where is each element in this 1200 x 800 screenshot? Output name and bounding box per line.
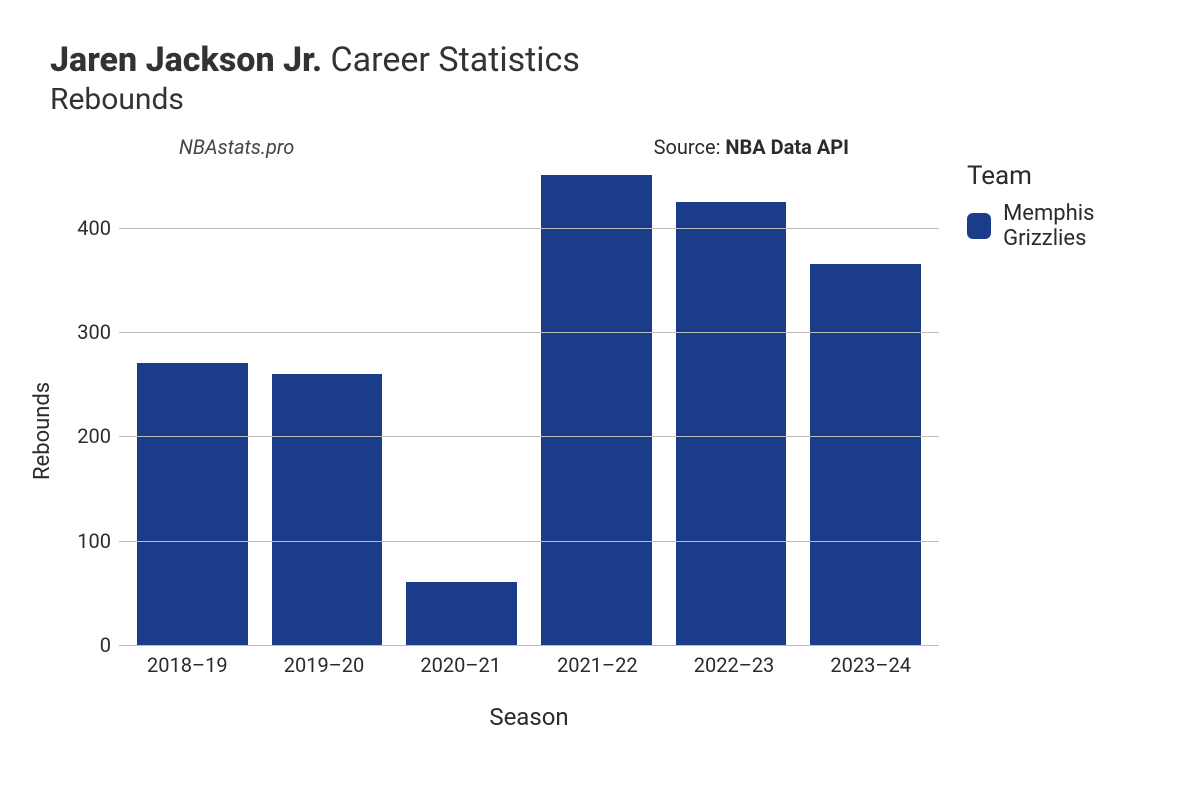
bar [541, 175, 651, 645]
source-text: Source: NBA Data API [654, 135, 849, 159]
title-block: Jaren Jackson Jr. Career Statistics Rebo… [50, 40, 1170, 117]
bar [810, 264, 920, 645]
y-tick-label: 100 [77, 529, 111, 553]
x-tick-label: 2022–23 [666, 653, 803, 677]
plot-outer: NBAstats.pro Source: NBA Data API 0 100 20… [63, 131, 939, 731]
y-tick-label: 400 [77, 216, 111, 240]
chart-row: Rebounds NBAstats.pro Source: NBA Data A… [30, 131, 1170, 731]
grid-line [119, 645, 939, 646]
grid-line [119, 541, 939, 542]
legend-swatch [967, 213, 991, 239]
bars-layer [119, 165, 939, 645]
bar-slot [798, 165, 933, 645]
bar-slot [529, 165, 664, 645]
x-tick-label: 2023–24 [802, 653, 939, 677]
legend-item: Memphis Grizzlies [967, 201, 1170, 251]
bar [137, 363, 247, 645]
bar-slot [394, 165, 529, 645]
plot-area [119, 165, 939, 645]
x-tick-label: 2019–20 [256, 653, 393, 677]
bar-slot [125, 165, 260, 645]
grid-line [119, 228, 939, 229]
grid-line [119, 332, 939, 333]
x-tick-row: 2018–192019–202020–212021–222022–232023–… [119, 653, 939, 677]
chart-container: Jaren Jackson Jr. Career Statistics Rebo… [0, 0, 1200, 800]
y-axis-label: Rebounds [30, 191, 55, 671]
y-tick-label: 0 [100, 633, 111, 657]
title-suffix: Career Statistics [322, 40, 580, 80]
legend: Team Memphis Grizzlies [967, 161, 1170, 251]
legend-items: Memphis Grizzlies [967, 201, 1170, 251]
plot-row: 0100200300400 [63, 165, 939, 645]
x-tick-label: 2020–21 [392, 653, 529, 677]
watermark-text: NBAstats.pro [179, 135, 294, 159]
chart-subtitle: Rebounds [50, 82, 1170, 117]
bar [406, 582, 516, 645]
bar-slot [664, 165, 799, 645]
bar-slot [260, 165, 395, 645]
y-tick-column: 0100200300400 [63, 165, 119, 645]
grid-line [119, 436, 939, 437]
bar [272, 374, 382, 645]
source-name: NBA Data API [725, 135, 849, 159]
annotation-row: NBAstats.pro Source: NBA Data API [119, 131, 939, 165]
source-prefix: Source: [654, 135, 726, 159]
x-tick-label: 2021–22 [529, 653, 666, 677]
x-axis-label: Season [119, 703, 939, 731]
bar [676, 202, 786, 645]
y-tick-label: 300 [77, 320, 111, 344]
y-tick-label: 200 [77, 424, 111, 448]
legend-label: Memphis Grizzlies [1003, 201, 1170, 251]
chart-title: Jaren Jackson Jr. Career Statistics [50, 40, 1170, 80]
chart-column: Rebounds NBAstats.pro Source: NBA Data A… [30, 131, 939, 731]
x-tick-label: 2018–19 [119, 653, 256, 677]
player-name: Jaren Jackson Jr. [50, 40, 322, 80]
legend-title: Team [967, 161, 1170, 191]
